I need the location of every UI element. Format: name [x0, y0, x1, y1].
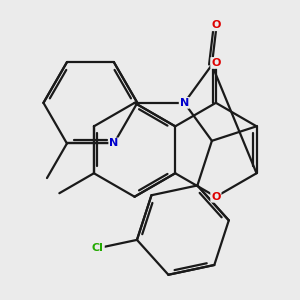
Text: O: O	[211, 192, 220, 202]
Text: O: O	[212, 20, 221, 30]
Text: N: N	[109, 139, 119, 148]
Text: Cl: Cl	[92, 243, 104, 253]
Text: N: N	[180, 98, 189, 108]
Text: O: O	[211, 58, 220, 68]
